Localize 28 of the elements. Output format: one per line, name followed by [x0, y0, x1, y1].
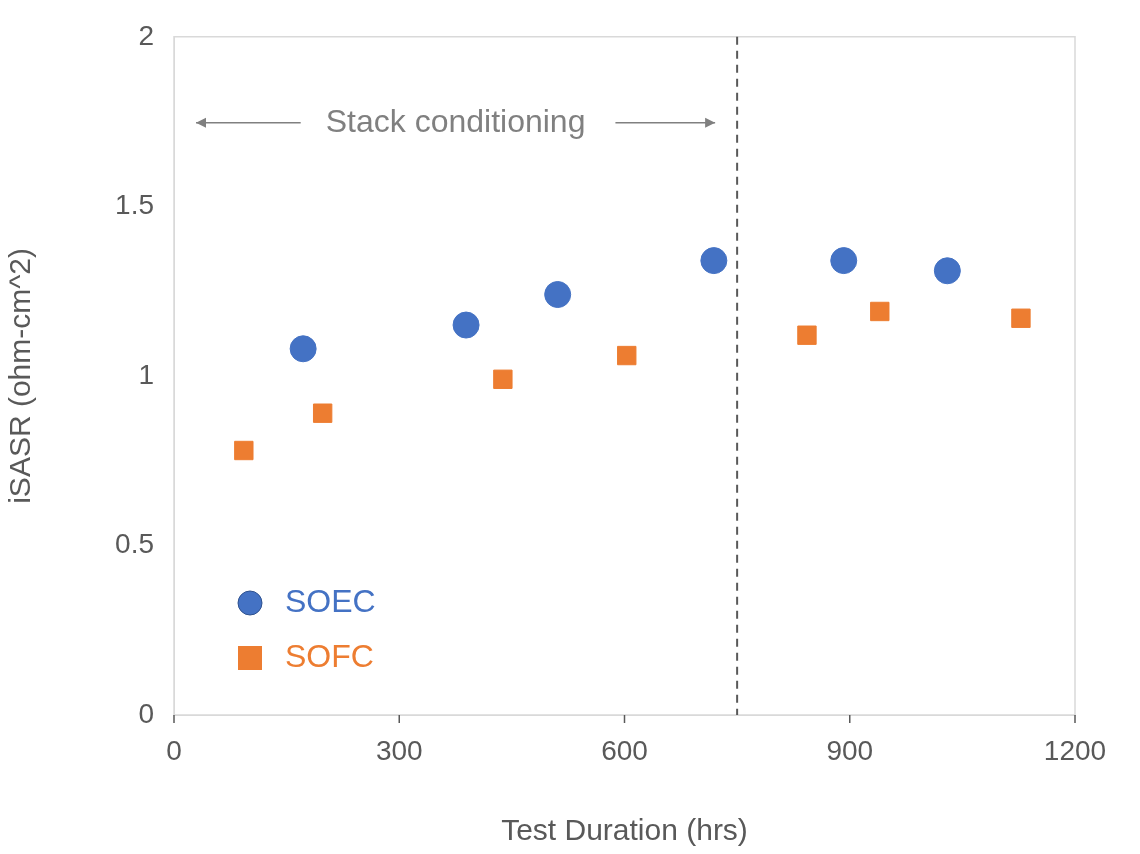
point — [289, 335, 317, 363]
y-tick-label: 2 — [138, 19, 154, 51]
point — [933, 257, 961, 285]
point — [700, 247, 728, 275]
point — [870, 301, 890, 322]
point — [544, 281, 572, 309]
y-tick-label: 0 — [138, 697, 154, 729]
point — [452, 311, 480, 339]
point — [617, 345, 637, 366]
y-axis-title: iSASR (ohm-cm^2) — [3, 248, 37, 504]
y-tick-label: 0.5 — [115, 528, 154, 560]
annotation: Stack conditioning — [325, 102, 586, 139]
point — [1011, 308, 1031, 328]
y-tick-label: 1.5 — [115, 189, 154, 221]
x-tick-label: 600 — [601, 734, 648, 766]
x-tick-label: 0 — [166, 734, 182, 766]
point — [234, 440, 254, 461]
point — [830, 247, 858, 275]
legend-label: SOFC — [285, 637, 374, 674]
y-tick-label: 1 — [138, 358, 154, 390]
x-tick-label: 300 — [375, 734, 423, 766]
point — [493, 369, 513, 389]
point — [312, 403, 333, 423]
x-tick-label: 1200 — [1043, 734, 1107, 766]
x-axis-title: Test Duration (hrs) — [501, 813, 748, 847]
point — [797, 325, 817, 345]
x-tick-label: 900 — [826, 734, 874, 766]
legend-label: SOEC — [285, 582, 376, 619]
